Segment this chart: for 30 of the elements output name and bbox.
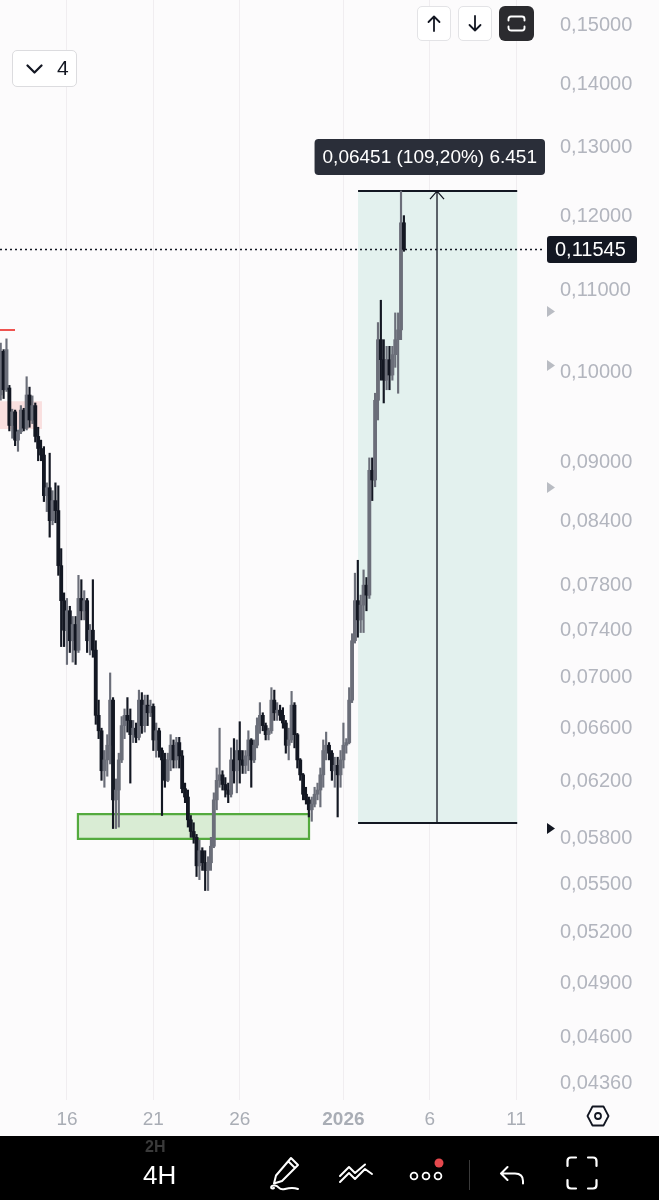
y-tick-label: 0,12000: [560, 203, 633, 226]
x-tick-label: 26: [229, 1107, 251, 1129]
y-tick-label: 0,05800: [560, 826, 633, 849]
x-tick-label: 2026: [322, 1107, 365, 1129]
x-tick-label: 11: [506, 1107, 527, 1129]
dropdown-button: 4: [12, 50, 77, 87]
y-tick-label: 0,06600: [560, 715, 633, 738]
y-tick-label: 0,04900: [560, 970, 633, 993]
y-tick-label: 0,09000: [560, 450, 633, 473]
x-tick-label: 21: [142, 1107, 164, 1129]
y-tick-label: 0,07400: [560, 617, 633, 640]
y-tick-label: 0,04360: [560, 1070, 633, 1093]
ref-line-label: 0,11545: [555, 237, 626, 260]
bottom-toolbar: 2H 4H: [0, 1136, 659, 1200]
y-tick-label: 0,04600: [560, 1024, 633, 1047]
annotation: 4: [57, 56, 69, 79]
y-tick-label: 0,07800: [560, 572, 633, 595]
annotation: 0,06451 (109,20%) 6.451: [322, 146, 538, 168]
y-tick-label: 0,05200: [560, 919, 633, 942]
y-tick-label: 0,07000: [560, 665, 633, 688]
x-tick-label: 16: [56, 1107, 78, 1129]
y-tick-label: 0,13000: [560, 135, 633, 158]
x-tick-label: 6: [424, 1107, 436, 1129]
y-tick-label: 0,08400: [560, 509, 633, 532]
y-tick-label: 0,10000: [560, 359, 633, 382]
y-tick-label: 0,15000: [560, 12, 633, 35]
y-tick-label: 0,06200: [560, 769, 633, 792]
y-tick-label: 0,11000: [560, 278, 631, 301]
y-tick-label: 0,14000: [560, 71, 633, 94]
y-tick-label: 0,05500: [560, 871, 633, 894]
